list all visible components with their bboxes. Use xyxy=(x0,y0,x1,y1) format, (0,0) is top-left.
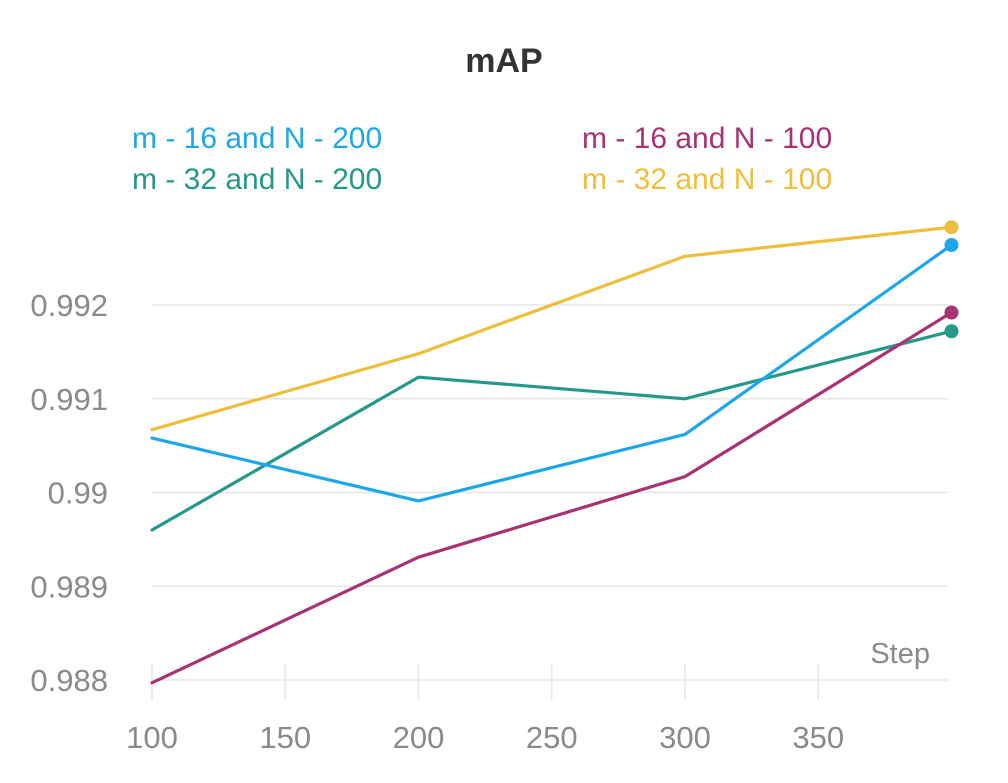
x-tick-label: 300 xyxy=(659,720,711,755)
series-lines xyxy=(150,225,954,685)
y-tick-label: 0.989 xyxy=(30,569,108,604)
y-axis: 0.988 0.989 0.99 0.991 0.992 xyxy=(30,288,108,698)
series-line xyxy=(150,225,954,432)
x-tick-label: 250 xyxy=(526,720,578,755)
legend-entry: m - 16 and N - 200 xyxy=(132,122,382,155)
series-end-point xyxy=(944,238,959,252)
series-line xyxy=(150,329,954,532)
y-tick-label: 0.991 xyxy=(30,382,108,417)
legend: m - 16 and N - 200 m - 32 and N - 200 m - … xyxy=(132,122,832,196)
legend-entry: m - 32 and N - 100 xyxy=(582,163,832,196)
legend-entry: m - 16 and N - 100 xyxy=(582,122,832,155)
y-tick-label: 0.988 xyxy=(30,663,108,698)
series-line xyxy=(150,310,954,685)
x-tick-label: 200 xyxy=(393,720,445,755)
series-end-point xyxy=(944,305,959,320)
series-end-points xyxy=(944,220,959,339)
legend-entry: m - 32 and N - 200 xyxy=(132,163,382,196)
chart-title: mAP xyxy=(465,42,542,80)
y-tick-label: 0.99 xyxy=(48,476,108,511)
x-tick-label: 350 xyxy=(792,720,844,755)
series-line xyxy=(150,243,954,503)
x-axis: 100 150 200 250 300 350 xyxy=(126,664,844,755)
x-tick-label: 150 xyxy=(259,720,311,755)
series-end-point xyxy=(944,220,959,235)
x-axis-label: Step xyxy=(870,638,930,670)
x-tick-label: 100 xyxy=(126,720,178,755)
series-end-point xyxy=(944,324,959,339)
y-tick-label: 0.992 xyxy=(30,288,108,323)
